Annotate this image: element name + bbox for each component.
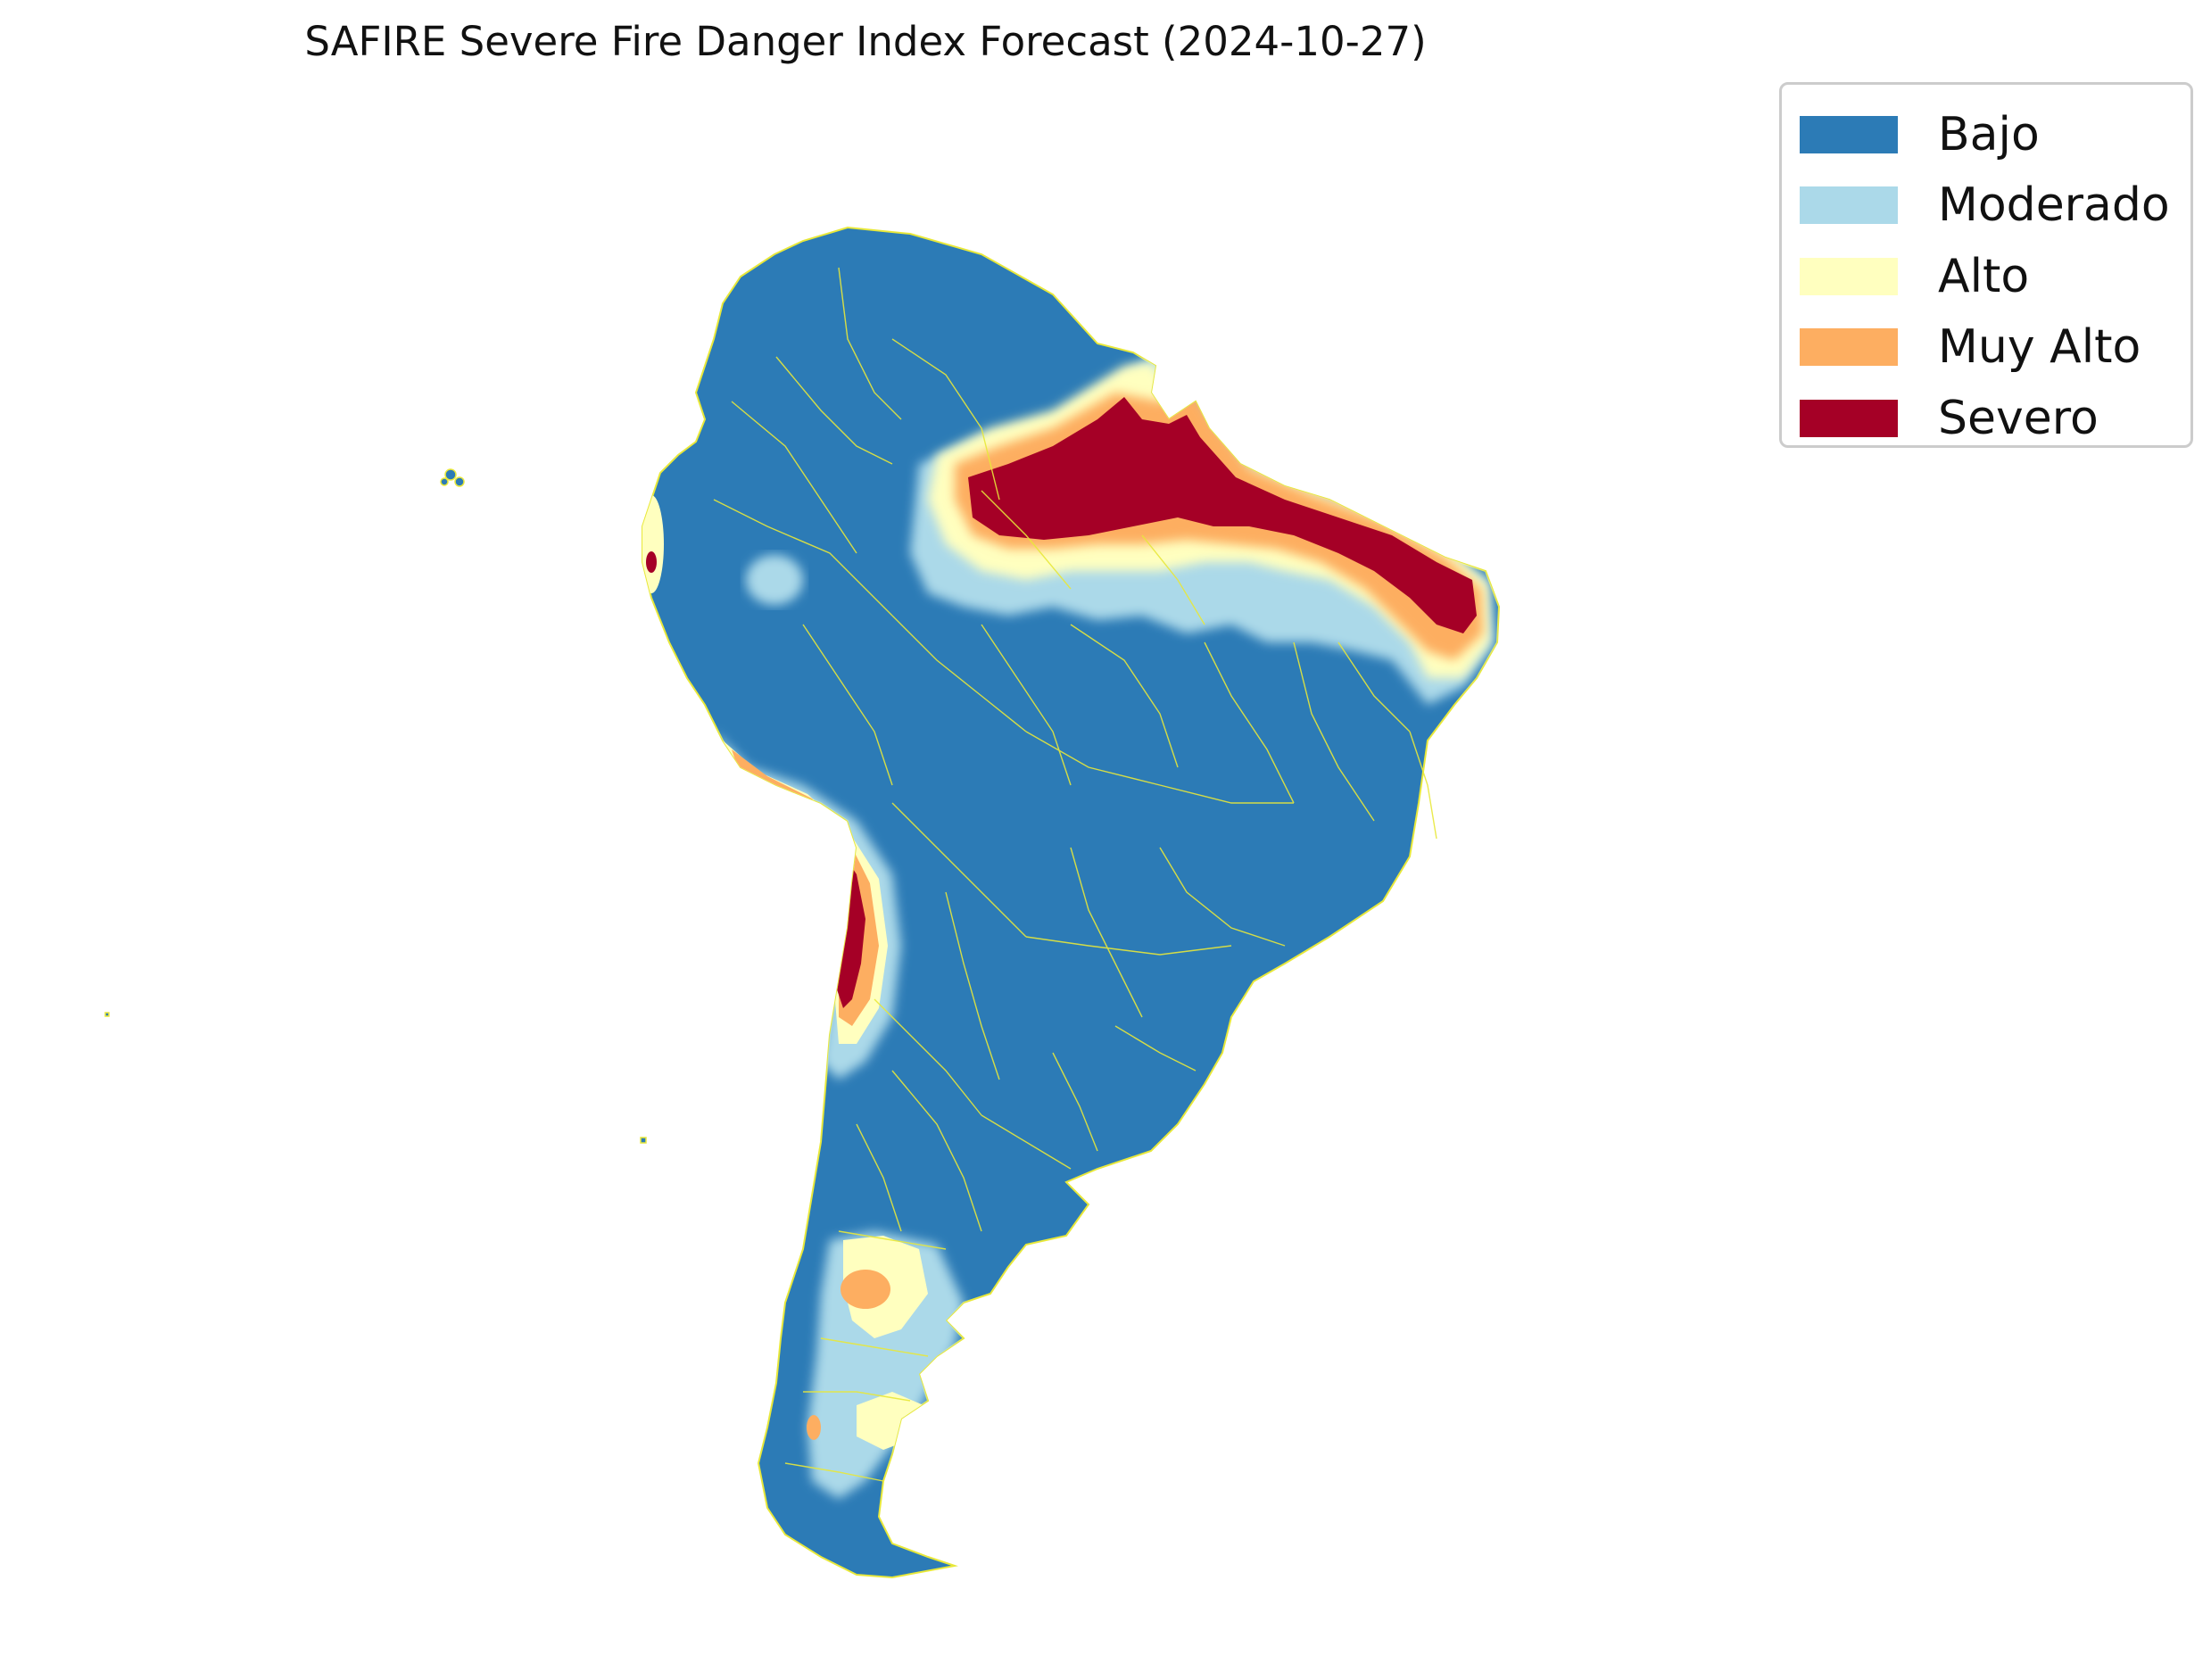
zone-patagonia-muyalto bbox=[841, 1270, 890, 1309]
zone-patagonia-muyalto-2 bbox=[807, 1415, 821, 1440]
legend-label: Severo bbox=[1938, 391, 2099, 445]
legend: Bajo Moderado Alto Muy Alto Severo bbox=[1779, 82, 2193, 448]
zone-ecuador-severo bbox=[646, 551, 657, 573]
admin-borders bbox=[713, 267, 1437, 1482]
map-title: SAFIRE Severe Fire Danger Index Forecast… bbox=[304, 18, 1427, 65]
legend-item-bajo: Bajo bbox=[1800, 99, 2190, 170]
legend-item-moderado: Moderado bbox=[1800, 170, 2190, 242]
legend-swatch bbox=[1800, 115, 1898, 153]
legend-swatch bbox=[1800, 328, 1898, 367]
legend-item-muy-alto: Muy Alto bbox=[1800, 312, 2190, 384]
legend-swatch bbox=[1800, 186, 1898, 225]
legend-label: Bajo bbox=[1938, 107, 2040, 161]
legend-label: Muy Alto bbox=[1938, 320, 2141, 375]
legend-item-alto: Alto bbox=[1800, 241, 2190, 312]
zone-ne-severo bbox=[968, 397, 1477, 633]
legend-swatch bbox=[1800, 257, 1898, 295]
zone-nw-moderado bbox=[746, 555, 803, 605]
legend-swatch bbox=[1800, 399, 1898, 437]
legend-label: Moderado bbox=[1938, 178, 2170, 233]
zone-ecuador-alto bbox=[642, 495, 664, 593]
legend-item-severo: Severo bbox=[1800, 383, 2190, 454]
legend-label: Alto bbox=[1938, 249, 2030, 303]
islands bbox=[104, 468, 647, 1144]
danger-zones bbox=[642, 352, 1495, 1499]
